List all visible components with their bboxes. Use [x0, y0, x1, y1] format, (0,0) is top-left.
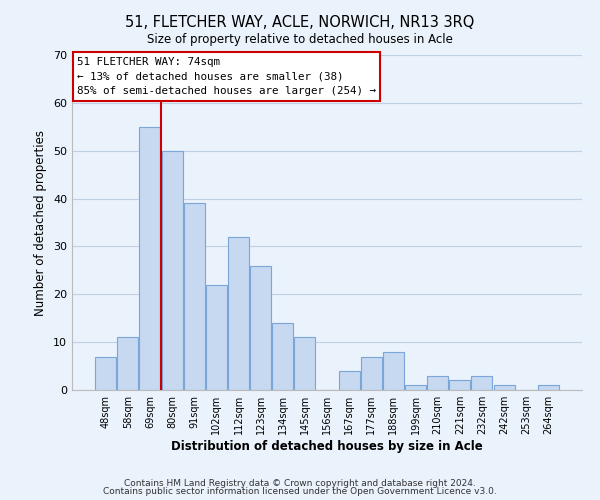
Bar	[405, 385, 426, 390]
Text: Contains HM Land Registry data © Crown copyright and database right 2024.: Contains HM Land Registry data © Crown c…	[124, 479, 476, 488]
Bar	[383, 352, 404, 390]
X-axis label: Distribution of detached houses by size in Acle: Distribution of detached houses by size …	[171, 440, 483, 453]
Bar	[228, 237, 249, 390]
Bar	[472, 376, 493, 390]
Bar	[161, 150, 182, 390]
Bar	[139, 127, 160, 390]
Bar	[338, 371, 359, 390]
Text: 51, FLETCHER WAY, ACLE, NORWICH, NR13 3RQ: 51, FLETCHER WAY, ACLE, NORWICH, NR13 3R…	[125, 15, 475, 30]
Text: Contains public sector information licensed under the Open Government Licence v3: Contains public sector information licen…	[103, 487, 497, 496]
Bar	[272, 323, 293, 390]
Bar	[361, 356, 382, 390]
Bar	[494, 385, 515, 390]
Bar	[295, 338, 316, 390]
Bar	[206, 284, 227, 390]
Bar	[250, 266, 271, 390]
Bar	[184, 204, 205, 390]
Y-axis label: Number of detached properties: Number of detached properties	[34, 130, 47, 316]
Text: Size of property relative to detached houses in Acle: Size of property relative to detached ho…	[147, 32, 453, 46]
Bar	[427, 376, 448, 390]
Bar	[118, 338, 139, 390]
Text: 51 FLETCHER WAY: 74sqm
← 13% of detached houses are smaller (38)
85% of semi-det: 51 FLETCHER WAY: 74sqm ← 13% of detached…	[77, 56, 376, 96]
Bar	[95, 356, 116, 390]
Bar	[538, 385, 559, 390]
Bar	[449, 380, 470, 390]
